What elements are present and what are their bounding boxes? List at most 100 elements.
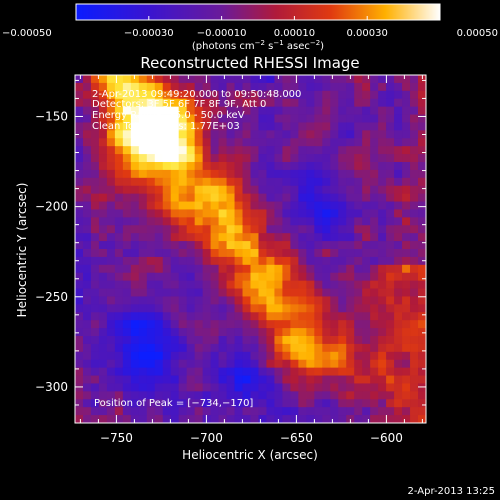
heatmap-cell xyxy=(138,320,148,329)
heatmap-cell xyxy=(138,122,148,131)
heatmap-cell xyxy=(218,272,227,282)
heatmap-cell xyxy=(338,169,347,179)
heatmap-cell xyxy=(298,351,307,361)
heatmap-cell xyxy=(170,351,180,361)
heatmap-cell xyxy=(362,233,371,242)
heatmap-cell xyxy=(346,272,355,282)
heatmap-cell xyxy=(170,399,180,408)
heatmap-cell xyxy=(330,351,339,361)
heatmap-cell xyxy=(290,343,299,353)
heatmap-cell xyxy=(330,280,339,289)
heatmap-cell xyxy=(178,328,188,337)
heatmap-cell xyxy=(370,415,379,424)
heatmap-cell xyxy=(194,233,204,242)
heatmap-cell xyxy=(75,264,84,274)
heatmap-cell xyxy=(386,415,395,424)
heatmap-cell xyxy=(314,296,323,305)
heatmap-cell xyxy=(122,288,132,297)
heatmap-cell xyxy=(394,193,403,202)
heatmap-cell xyxy=(106,98,116,108)
heatmap-cell xyxy=(418,359,427,369)
heatmap-cell xyxy=(306,256,315,266)
heatmap-cell xyxy=(306,106,315,115)
heatmap-cell xyxy=(314,415,323,424)
heatmap-cell xyxy=(194,264,204,274)
heatmap-cell xyxy=(370,177,379,187)
heatmap-cell xyxy=(370,367,379,376)
heatmap-cell xyxy=(202,217,212,226)
heatmap-cell xyxy=(298,288,307,297)
heatmap-cell xyxy=(162,367,172,376)
heatmap-cell xyxy=(322,280,331,289)
heatmap-cell xyxy=(346,169,355,179)
heatmap-cell xyxy=(338,320,347,329)
heatmap-cell xyxy=(298,217,307,226)
heatmap-cell xyxy=(178,407,188,416)
heatmap-cell xyxy=(90,383,100,392)
heatmap-cell xyxy=(90,359,100,369)
heatmap-cell xyxy=(394,162,403,171)
annotation-clean: Clean Total counts: 1.77E+03 xyxy=(92,121,240,132)
heatmap-cell xyxy=(162,320,172,329)
heatmap-cell xyxy=(362,399,371,408)
heatmap-cell xyxy=(298,359,307,369)
heatmap-cell xyxy=(274,241,283,250)
heatmap-cell xyxy=(82,328,92,337)
heatmap-cell xyxy=(138,407,148,416)
heatmap-cell xyxy=(106,304,116,313)
heatmap-cell xyxy=(162,399,172,408)
heatmap-cell xyxy=(322,225,331,234)
heatmap-cell xyxy=(242,383,251,392)
heatmap-cell xyxy=(354,336,363,345)
heatmap-cell xyxy=(362,177,371,187)
heatmap-cell xyxy=(130,383,140,392)
heatmap-cell xyxy=(75,399,84,408)
heatmap-cell xyxy=(354,154,363,163)
heatmap-cell xyxy=(162,201,172,210)
heatmap-cell xyxy=(290,383,299,392)
heatmap-cell xyxy=(418,367,427,376)
heatmap-cell xyxy=(106,288,116,297)
heatmap-cell xyxy=(154,367,164,376)
heatmap-cell xyxy=(146,225,156,234)
heatmap-cell xyxy=(250,256,259,266)
heatmap-cell xyxy=(218,367,227,376)
heatmap-cell xyxy=(242,201,251,210)
heatmap-cell xyxy=(138,193,148,202)
heatmap-cell xyxy=(402,114,411,123)
heatmap-cell xyxy=(234,272,243,282)
heatmap-cell xyxy=(250,146,259,155)
heatmap-cell xyxy=(162,209,172,218)
heatmap-cell xyxy=(354,75,363,84)
heatmap-cell xyxy=(354,264,363,274)
heatmap-cell xyxy=(146,304,156,313)
heatmap-cell xyxy=(370,296,379,305)
heatmap-cell xyxy=(146,82,156,92)
heatmap-cell xyxy=(402,256,411,266)
heatmap-cell xyxy=(170,90,180,100)
heatmap-cell xyxy=(90,249,100,258)
heatmap-cell xyxy=(186,336,196,345)
heatmap-cell xyxy=(122,169,132,179)
heatmap-cell xyxy=(378,272,387,282)
heatmap-cell xyxy=(330,391,339,400)
heatmap-cell xyxy=(394,256,403,266)
heatmap-cell xyxy=(394,367,403,376)
heatmap-cell xyxy=(242,138,251,147)
heatmap-cell xyxy=(402,130,411,139)
heatmap-cell xyxy=(106,296,116,305)
heatmap-cell xyxy=(226,391,235,400)
heatmap-cell xyxy=(290,359,299,369)
heatmap-cell xyxy=(282,169,291,179)
heatmap-cell xyxy=(370,399,379,408)
heatmap-cell xyxy=(210,304,219,313)
heatmap-cell xyxy=(298,106,307,115)
heatmap-cell xyxy=(210,272,219,282)
heatmap-cell xyxy=(162,90,172,100)
heatmap-cell xyxy=(266,98,275,108)
heatmap-cell xyxy=(274,114,283,123)
heatmap-cell xyxy=(170,241,180,250)
heatmap-cell xyxy=(82,209,92,218)
heatmap-cell xyxy=(410,367,419,376)
heatmap-cell xyxy=(178,98,188,108)
